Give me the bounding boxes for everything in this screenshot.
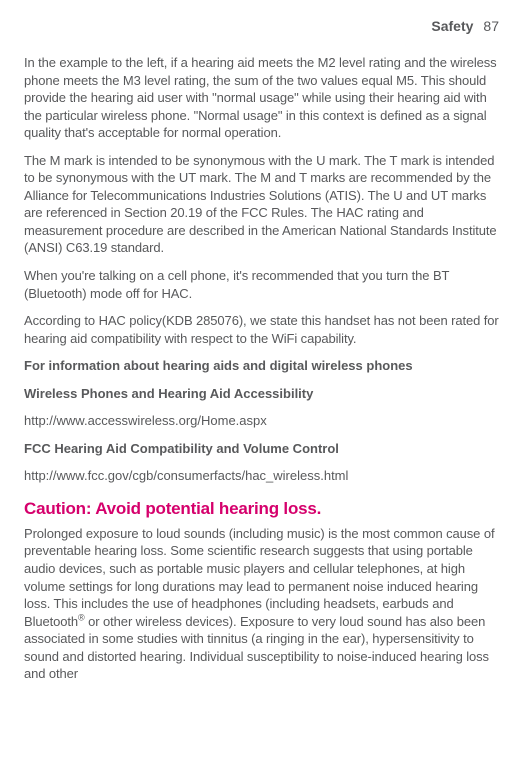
url-text: http://www.accesswireless.org/Home.aspx: [24, 412, 499, 430]
body-paragraph: In the example to the left, if a hearing…: [24, 54, 499, 142]
subsection-heading: Wireless Phones and Hearing Aid Accessib…: [24, 385, 499, 403]
caution-heading: Caution: Avoid potential hearing loss.: [24, 499, 499, 519]
body-text: or other wireless devices). Exposure to …: [24, 614, 489, 682]
body-paragraph: According to HAC policy(KDB 285076), we …: [24, 312, 499, 347]
body-paragraph: When you're talking on a cell phone, it'…: [24, 267, 499, 302]
body-paragraph: The M mark is intended to be synonymous …: [24, 152, 499, 257]
body-paragraph: Prolonged exposure to loud sounds (inclu…: [24, 525, 499, 683]
page-header: Safety 87: [24, 18, 499, 34]
page-number: 87: [483, 18, 499, 34]
header-title: Safety: [431, 18, 473, 34]
section-heading: For information about hearing aids and d…: [24, 357, 499, 375]
registered-symbol: ®: [78, 612, 85, 622]
subsection-heading: FCC Hearing Aid Compatibility and Volume…: [24, 440, 499, 458]
url-text: http://www.fcc.gov/cgb/consumerfacts/hac…: [24, 467, 499, 485]
